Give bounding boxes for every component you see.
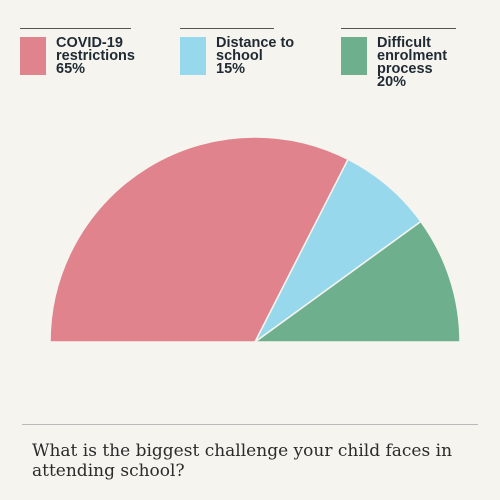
slice-distance-to-school bbox=[254, 158, 422, 343]
legend-item-distance: Distance to school 15% bbox=[180, 28, 294, 76]
legend-label-line: school bbox=[216, 48, 263, 64]
slice-difficult-enrolment bbox=[252, 220, 461, 343]
legend-item-enrolment: Difficult enrolment process 20% bbox=[341, 28, 456, 89]
legend-item-covid: COVID-19 restrictions 65% bbox=[20, 28, 135, 76]
legend-swatch-covid bbox=[20, 37, 46, 75]
legend-label-line: COVID-19 bbox=[56, 35, 123, 51]
legend-label-line: enrolment bbox=[377, 48, 448, 64]
legend-divider bbox=[341, 28, 456, 29]
legend-percent: 15% bbox=[216, 61, 246, 77]
survey-question: What is the biggest challenge your child… bbox=[32, 441, 453, 481]
legend-divider bbox=[20, 28, 131, 29]
legend-label-line: Difficult bbox=[377, 35, 431, 51]
legend-divider bbox=[180, 28, 274, 29]
legend-swatch-enrolment bbox=[341, 37, 367, 75]
section-divider bbox=[22, 424, 478, 425]
legend-label-line: Distance to bbox=[216, 35, 295, 51]
legend-percent: 20% bbox=[377, 74, 407, 90]
legend-label-line: restrictions bbox=[56, 48, 135, 64]
slice-covid-restrictions bbox=[49, 136, 350, 343]
legend-swatch-distance bbox=[180, 37, 206, 75]
legend-percent: 65% bbox=[56, 61, 86, 77]
legend-label-line: process bbox=[377, 61, 433, 77]
